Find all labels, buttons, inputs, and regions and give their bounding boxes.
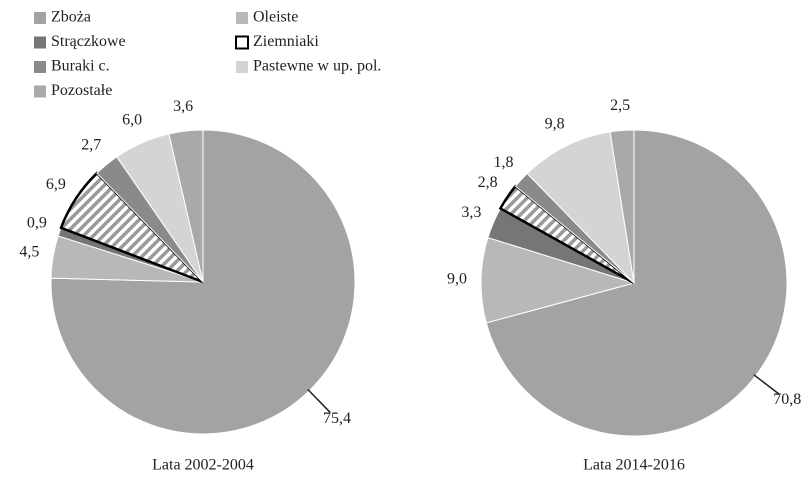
- chart-title: Lata 2002-2004: [152, 457, 254, 474]
- legend-swatch: [236, 61, 248, 73]
- legend-swatch: [235, 35, 249, 50]
- legend-label: Buraki c.: [51, 58, 110, 75]
- pie-slice: [168, 129, 204, 283]
- data-label: 4,5: [19, 244, 39, 261]
- legend-swatch: [34, 85, 46, 98]
- leader-line: [753, 374, 780, 395]
- legend-swatch: [236, 12, 248, 24]
- data-label: 75,4: [323, 410, 351, 427]
- legend-label: Pozostałe: [51, 82, 112, 99]
- pie-slice: [480, 236, 636, 324]
- legend-label: Pastewne w up. pol.: [253, 58, 381, 75]
- data-label: 70,8: [773, 391, 801, 408]
- leader-line: [307, 388, 331, 413]
- data-label: 6,9: [46, 176, 66, 193]
- data-label: 3,3: [461, 204, 481, 221]
- legend-label: Strączkowe: [51, 33, 126, 50]
- legend-label: Ziemniaki: [253, 33, 319, 50]
- data-label: 2,7: [81, 137, 101, 154]
- legend-label: Zboża: [51, 9, 91, 26]
- pie-slice: [526, 131, 635, 285]
- legend-label: Oleiste: [253, 9, 298, 26]
- data-label: 6,0: [122, 112, 142, 129]
- legend-swatch: [34, 12, 46, 24]
- pie-slice: [609, 129, 635, 284]
- data-label: 9,0: [447, 270, 467, 287]
- data-label: 9,8: [545, 115, 565, 132]
- data-label: 1,8: [493, 154, 513, 171]
- data-label: 2,5: [610, 97, 630, 114]
- legend-swatch: [34, 36, 46, 49]
- data-label: 0,9: [27, 215, 47, 232]
- chart-title: Lata 2014-2016: [583, 457, 685, 474]
- legend-swatch: [34, 61, 46, 73]
- data-label: 2,8: [478, 174, 498, 191]
- data-label: 3,6: [173, 98, 193, 115]
